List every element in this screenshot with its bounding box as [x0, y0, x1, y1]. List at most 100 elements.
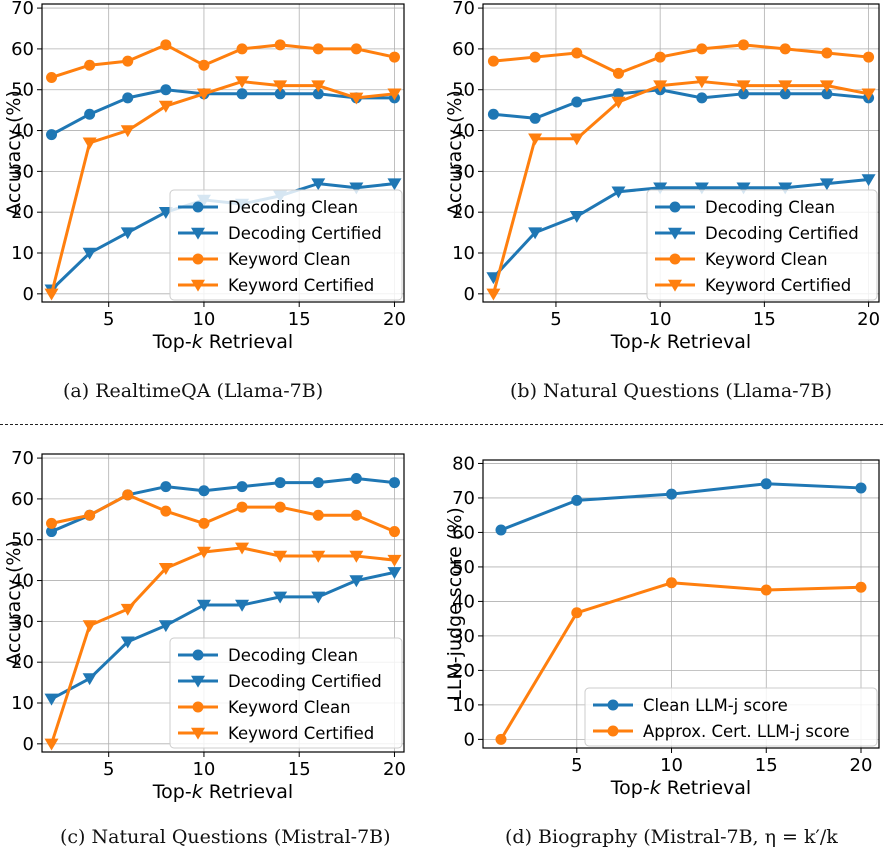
y-tick-label: 20 [452, 660, 475, 681]
data-point [778, 80, 793, 93]
y-tick-label: 70 [452, 0, 475, 19]
data-point [46, 129, 58, 141]
legend-marker [191, 279, 205, 292]
data-point [350, 472, 362, 484]
x-tick-label: 15 [288, 759, 311, 780]
series-line [50, 88, 395, 136]
y-tick-label: 50 [452, 557, 475, 578]
legend-label: Decoding Certified [705, 224, 859, 243]
data-point [312, 477, 324, 489]
data-point [487, 108, 499, 120]
legend-label: Keyword Clean [705, 250, 828, 269]
data-point [236, 481, 248, 493]
series-keyword-clean [46, 489, 400, 538]
data-point [387, 88, 402, 101]
y-tick-label: 50 [11, 530, 34, 551]
legend-marker [192, 649, 204, 661]
data-point [571, 47, 583, 59]
data-point [495, 524, 507, 536]
legend-marker [669, 201, 681, 213]
data-point [196, 546, 211, 559]
data-point [486, 288, 501, 301]
legend: Decoding Clean Decoding Certified Keyword … [646, 189, 878, 301]
data-point [779, 88, 791, 100]
legend-label: Decoding Clean [228, 198, 358, 217]
legend-box [169, 189, 403, 301]
legend-label: Decoding Certified [228, 224, 382, 243]
data-point [388, 477, 400, 489]
legend-entry-decoding-clean: Decoding Clean [655, 198, 835, 217]
data-point [760, 478, 772, 490]
data-point [158, 100, 173, 113]
caption-a: (a) RealtimeQA (Llama-7B) [63, 380, 324, 402]
data-point [612, 88, 624, 100]
data-point [158, 563, 173, 575]
y-tick-label: 60 [11, 489, 34, 510]
data-point [861, 88, 876, 101]
legend-label: Keyword Certified [705, 276, 851, 295]
legend-entry-clean-llm-j-score: Clean LLM-j score [593, 696, 788, 715]
data-point [198, 59, 210, 71]
data-point [274, 501, 286, 513]
y-tick-label: 50 [11, 80, 34, 101]
data-point [198, 517, 210, 529]
legend-marker [668, 227, 682, 240]
x-tick-label: 10 [660, 755, 683, 776]
data-point [82, 247, 97, 260]
legend: Decoding Clean Decoding Certified Keyword … [169, 189, 403, 301]
data-point [120, 125, 135, 138]
legend-entry-keyword-certified: Keyword Certified [178, 724, 374, 743]
series-line [50, 476, 395, 533]
legend-entry-keyword-certified: Keyword Certified [178, 276, 374, 295]
y-tick-label: 20 [11, 652, 34, 673]
data-point [855, 581, 867, 593]
data-point [122, 55, 134, 67]
data-point [778, 182, 793, 195]
legend-label: Decoding Clean [705, 198, 835, 217]
series-decoding-clean [46, 84, 400, 141]
series-decoding-certified [486, 174, 876, 285]
y-tick-label: 30 [11, 611, 34, 632]
data-point [122, 92, 134, 104]
legend-entry-decoding-certified: Decoding Certified [178, 224, 382, 243]
x-tick-label: 20 [850, 755, 873, 776]
legend-label: Decoding Clean [228, 646, 358, 665]
data-point [236, 501, 248, 513]
data-point [46, 71, 58, 83]
series-keyword-clean [46, 39, 400, 83]
data-point [571, 494, 583, 506]
legend-marker [192, 253, 204, 265]
x-tick-label: 15 [753, 309, 776, 330]
y-tick-label: 20 [11, 202, 34, 223]
y-tick-label: 10 [11, 693, 34, 714]
y-tick-label: 40 [11, 571, 34, 592]
legend-entry-decoding-certified: Decoding Certified [655, 224, 859, 243]
legend-entry-keyword-clean: Keyword Clean [178, 250, 351, 269]
data-point [274, 88, 286, 100]
series-approx-cert-llm-j-score [495, 577, 867, 745]
data-point [611, 186, 626, 199]
data-point [387, 554, 402, 567]
plot-frame [41, 3, 405, 303]
series-decoding-clean [487, 84, 875, 124]
data-point [46, 526, 58, 538]
data-point [311, 80, 326, 93]
x-tick-label: 5 [571, 755, 582, 776]
data-point [236, 43, 248, 55]
x-axis-label: Top-k Retrieval [152, 331, 293, 353]
data-point [44, 738, 59, 751]
legend-label: Decoding Certified [228, 672, 382, 691]
data-point [235, 599, 250, 612]
y-tick-label: 0 [464, 729, 475, 750]
legend-label: Keyword Clean [228, 250, 351, 269]
data-point [388, 51, 400, 63]
data-point [821, 88, 833, 100]
y-tick-label: 10 [452, 695, 475, 716]
chart-panel-c: 5 10 15 20 0 10 20 30 40 50 60 70 Top-k Retrieval Acc… [3, 448, 406, 803]
series-line [492, 178, 869, 279]
x-tick-label: 5 [103, 309, 114, 330]
data-point [349, 550, 364, 563]
data-point [120, 636, 135, 649]
series-line [50, 80, 395, 295]
